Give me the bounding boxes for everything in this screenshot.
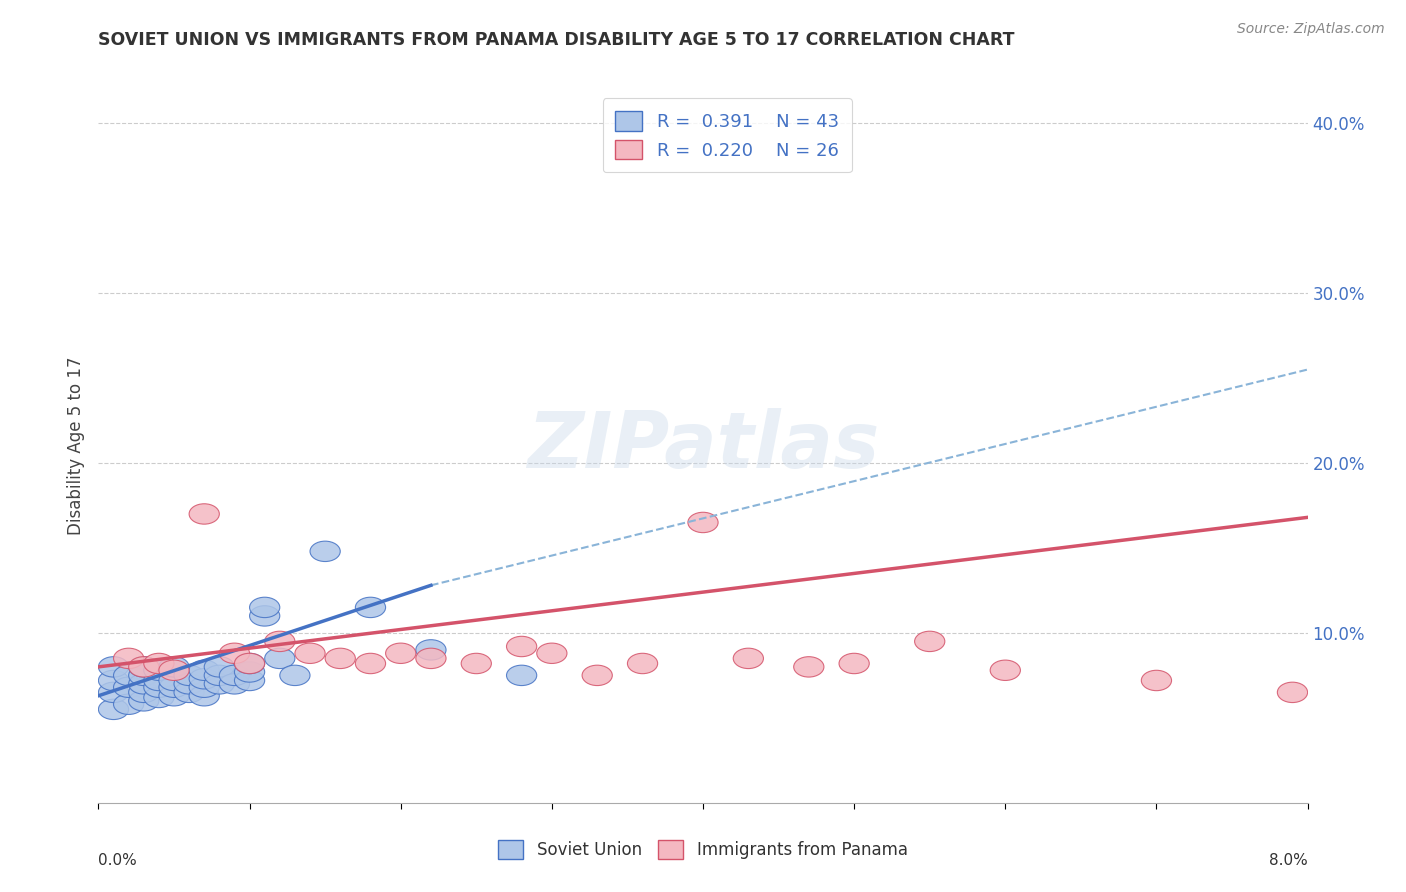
Ellipse shape (159, 657, 188, 677)
Ellipse shape (264, 632, 295, 651)
Ellipse shape (235, 662, 264, 682)
Ellipse shape (990, 660, 1021, 681)
Ellipse shape (235, 670, 264, 690)
Ellipse shape (325, 648, 356, 669)
Text: SOVIET UNION VS IMMIGRANTS FROM PANAMA DISABILITY AGE 5 TO 17 CORRELATION CHART: SOVIET UNION VS IMMIGRANTS FROM PANAMA D… (98, 31, 1015, 49)
Ellipse shape (114, 648, 143, 669)
Y-axis label: Disability Age 5 to 17: Disability Age 5 to 17 (66, 357, 84, 535)
Ellipse shape (159, 660, 188, 681)
Ellipse shape (190, 669, 219, 689)
Text: 0.0%: 0.0% (98, 853, 138, 868)
Ellipse shape (264, 648, 295, 669)
Text: 8.0%: 8.0% (1268, 853, 1308, 868)
Ellipse shape (356, 653, 385, 673)
Ellipse shape (1278, 682, 1308, 703)
Ellipse shape (114, 665, 143, 686)
Ellipse shape (839, 653, 869, 673)
Ellipse shape (129, 682, 159, 703)
Ellipse shape (114, 694, 143, 714)
Ellipse shape (190, 660, 219, 681)
Ellipse shape (98, 682, 129, 703)
Ellipse shape (235, 653, 264, 673)
Ellipse shape (129, 657, 159, 677)
Ellipse shape (129, 690, 159, 711)
Ellipse shape (129, 665, 159, 686)
Ellipse shape (174, 673, 204, 694)
Ellipse shape (250, 606, 280, 626)
Ellipse shape (174, 665, 204, 686)
Legend: Soviet Union, Immigrants from Panama: Soviet Union, Immigrants from Panama (492, 834, 914, 866)
Ellipse shape (280, 665, 311, 686)
Ellipse shape (98, 670, 129, 690)
Ellipse shape (915, 632, 945, 651)
Ellipse shape (190, 686, 219, 706)
Ellipse shape (129, 657, 159, 677)
Ellipse shape (219, 665, 250, 686)
Ellipse shape (98, 699, 129, 720)
Ellipse shape (582, 665, 613, 686)
Ellipse shape (114, 677, 143, 698)
Ellipse shape (143, 677, 174, 698)
Ellipse shape (219, 643, 250, 664)
Ellipse shape (416, 648, 446, 669)
Ellipse shape (204, 665, 235, 686)
Ellipse shape (356, 598, 385, 617)
Ellipse shape (143, 687, 174, 707)
Ellipse shape (506, 636, 537, 657)
Ellipse shape (461, 653, 492, 673)
Ellipse shape (204, 673, 235, 694)
Ellipse shape (98, 657, 129, 677)
Ellipse shape (190, 677, 219, 698)
Ellipse shape (688, 512, 718, 533)
Ellipse shape (385, 643, 416, 664)
Ellipse shape (159, 677, 188, 698)
Ellipse shape (416, 640, 446, 660)
Ellipse shape (250, 598, 280, 617)
Ellipse shape (174, 682, 204, 703)
Ellipse shape (219, 673, 250, 694)
Ellipse shape (627, 653, 658, 673)
Ellipse shape (537, 643, 567, 664)
Ellipse shape (143, 653, 174, 673)
Ellipse shape (129, 673, 159, 694)
Ellipse shape (159, 686, 188, 706)
Ellipse shape (204, 657, 235, 677)
Ellipse shape (311, 541, 340, 562)
Ellipse shape (159, 670, 188, 690)
Text: ZIPatlas: ZIPatlas (527, 408, 879, 484)
Ellipse shape (295, 643, 325, 664)
Ellipse shape (190, 504, 219, 524)
Ellipse shape (235, 653, 264, 673)
Ellipse shape (506, 665, 537, 686)
Ellipse shape (1142, 670, 1171, 690)
Ellipse shape (143, 670, 174, 690)
Text: Source: ZipAtlas.com: Source: ZipAtlas.com (1237, 22, 1385, 37)
Ellipse shape (143, 660, 174, 681)
Ellipse shape (793, 657, 824, 677)
Ellipse shape (734, 648, 763, 669)
